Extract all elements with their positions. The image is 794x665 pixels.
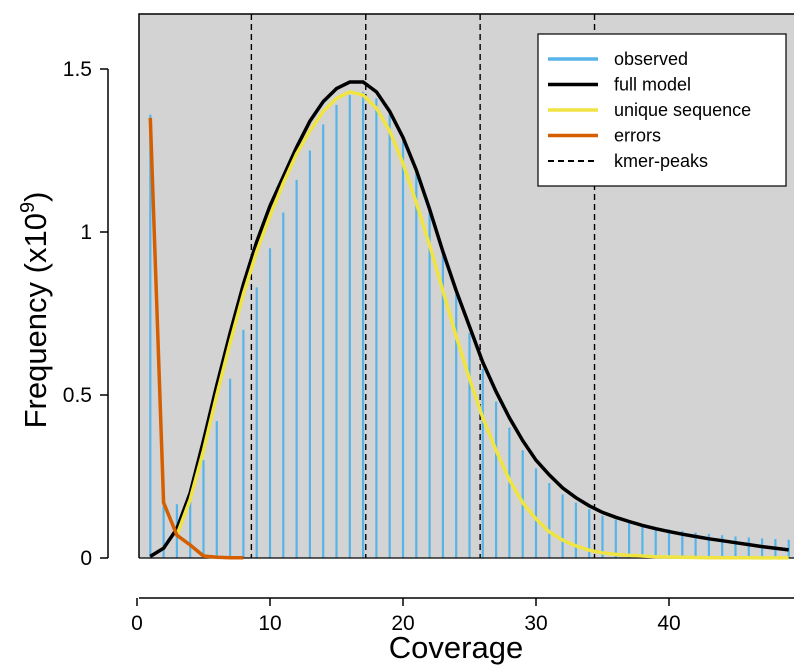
unique-sequence-series-line [175,89,789,560]
y-tick-label: 1.5 [63,58,92,81]
y-tick-label: 0 [80,547,92,570]
x-axis-title: Coverage [389,630,523,665]
x-tick-label: 20 [391,612,414,635]
y-axis-ticks: 0 0.5 1 1.5 [63,58,108,570]
legend-label: kmer-peaks [614,151,708,171]
x-axis-ticks: 0 10 20 30 40 [131,598,681,635]
y-axis-title: Frequency (x109) [17,192,53,429]
legend-label: full model [614,75,691,95]
errors-series-line [148,117,244,560]
y-tick-label: 0.5 [63,384,92,407]
full-model-series-line [149,80,789,558]
legend-label: observed [614,49,688,69]
y-axis-title-exponent: 9 [17,202,39,213]
legend-label: errors [614,126,661,146]
x-tick-label: 0 [131,612,143,635]
x-tick-label: 30 [524,612,547,635]
x-tick-label: 40 [657,612,680,635]
legend: observed full model unique sequence errors k… [537,33,787,187]
plot-frame [138,13,794,558]
observed-series [139,91,794,559]
y-axis-title-main: Frequency (x10 [18,213,53,428]
legend-items: observed full model unique sequence errors k… [548,49,751,171]
x-tick-label: 10 [258,612,281,635]
legend-label: unique sequence [614,100,751,120]
y-tick-label: 1 [80,221,92,244]
y-axis-title-close: ) [18,192,53,202]
